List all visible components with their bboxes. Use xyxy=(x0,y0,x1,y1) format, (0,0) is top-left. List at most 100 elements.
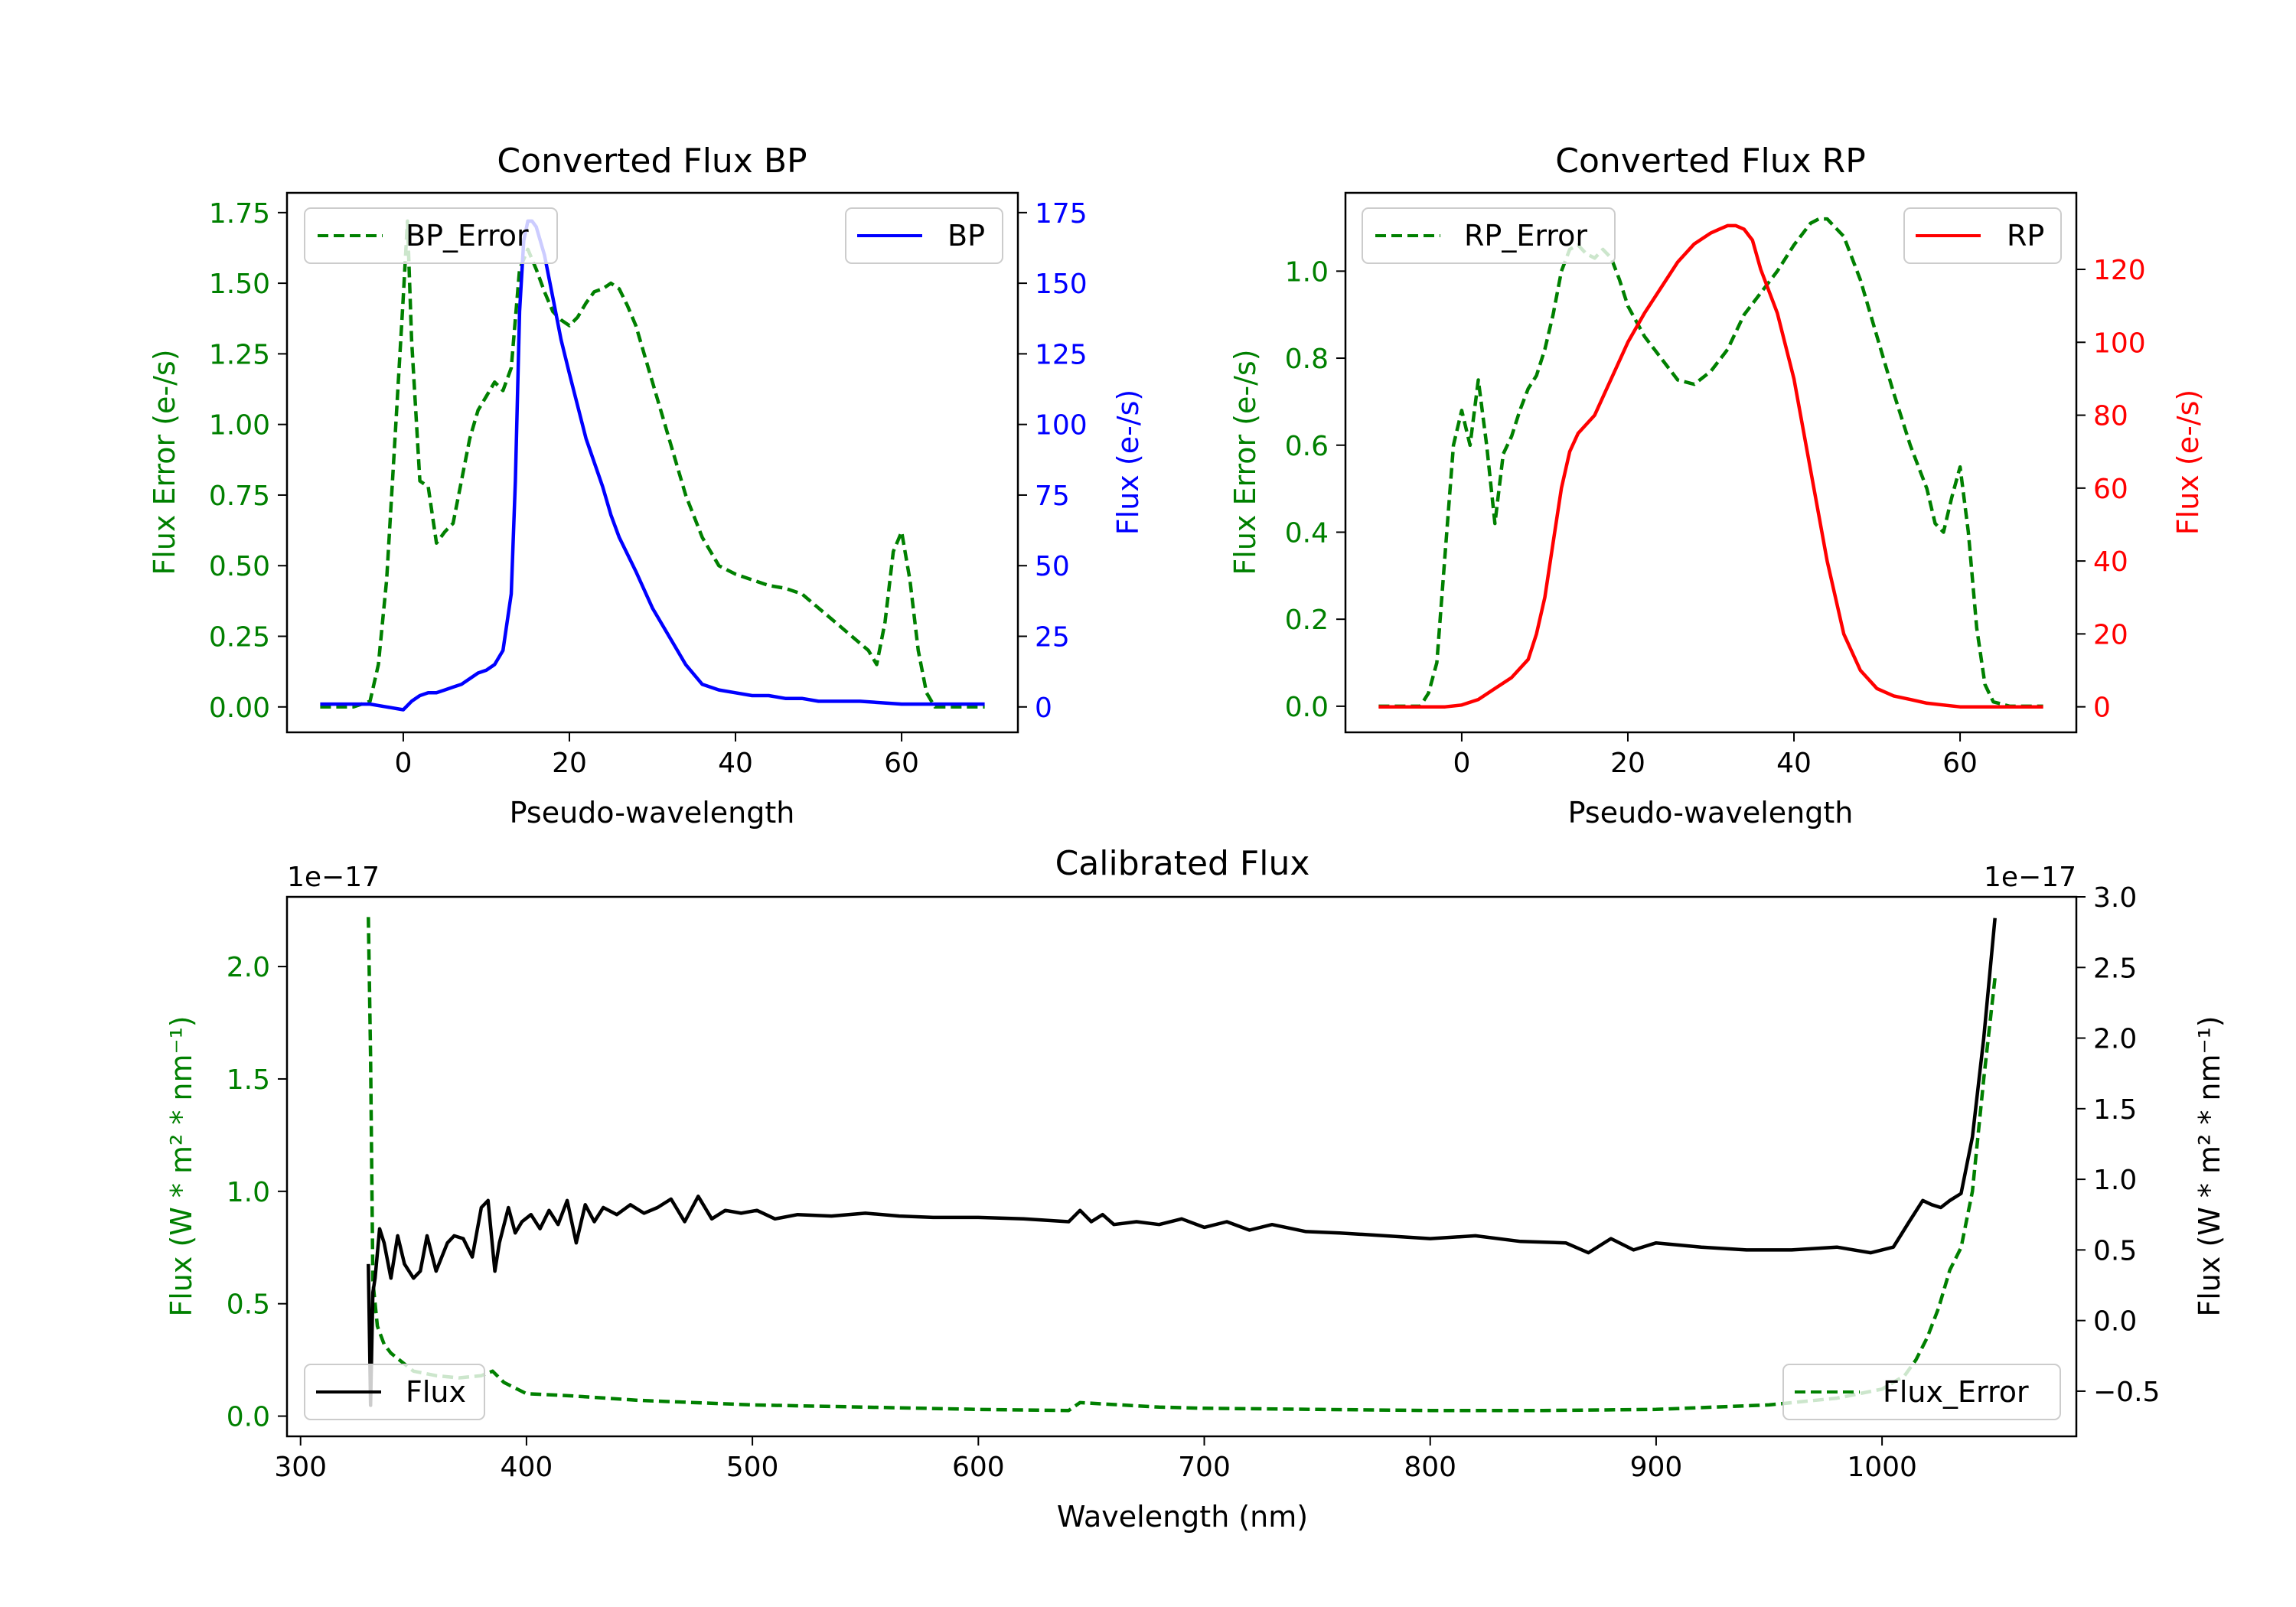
legend-left: Flux xyxy=(304,1364,485,1420)
legend-box xyxy=(1782,1364,2061,1420)
left-y-tick-label: 0.50 xyxy=(209,551,270,582)
axes-frame xyxy=(285,191,1019,734)
left-y-axis-label: Flux Error (e-/s) xyxy=(148,349,181,575)
legend-label: BP xyxy=(947,219,985,253)
x-tick-label: 60 xyxy=(1942,748,1978,779)
right-y-tick-label: 1.0 xyxy=(2093,1165,2137,1196)
axes-frame xyxy=(1344,191,2078,734)
left-y-tick-label: 1.0 xyxy=(227,1177,270,1208)
x-tick-label: 0 xyxy=(1453,748,1470,779)
axes-frame xyxy=(285,895,2078,1438)
right-y-tick-label: 3.0 xyxy=(2093,882,2137,914)
series-line-bp-error xyxy=(320,219,985,709)
plot-area xyxy=(1378,217,2043,709)
tick-layer: 0 20 40 60 0.0 0.2 0.4 0.6 0.8 1.0 0 20 40 60 80 100 120 xyxy=(1285,255,2146,779)
left-y-axis-label: Flux Error (e-/s) xyxy=(1228,349,1262,575)
legend-left: RP_Error xyxy=(1362,207,1616,264)
legend-right: BP xyxy=(845,207,1003,264)
right-y-axis-label: Flux (e-/s) xyxy=(1111,390,1145,535)
right-y-tick-label: 2.0 xyxy=(2093,1024,2137,1055)
left-y-tick-label: 0.6 xyxy=(1285,431,1329,462)
left-y-tick-label: 0.0 xyxy=(1285,692,1329,723)
left-y-tick-label: 0.4 xyxy=(1285,517,1329,549)
left-y-axis-label: Flux (W * m² * nm⁻¹) xyxy=(165,1015,198,1316)
right-y-axis-label: Flux (e-/s) xyxy=(2171,390,2205,535)
legend-label: RP_Error xyxy=(1464,219,1587,253)
series-line-rp-error xyxy=(1378,217,2043,709)
x-axis-label: Pseudo-wavelength xyxy=(510,796,795,830)
right-y-tick-label: 120 xyxy=(2093,255,2146,286)
right-y-tick-label: 0.0 xyxy=(2093,1306,2137,1338)
panel-converted-flux-rp: Converted Flux RP 0 20 40 60 0.0 0.2 0.4 0.6 0.8… xyxy=(1228,142,2205,830)
right-y-tick-label: 75 xyxy=(1035,481,1070,512)
right-y-tick-label: 60 xyxy=(2093,474,2128,505)
x-tick-label: 300 xyxy=(274,1452,327,1483)
right-y-tick-label: 100 xyxy=(1035,410,1088,442)
x-tick-label: 0 xyxy=(394,748,412,779)
left-y-tick-label: 0.0 xyxy=(227,1402,270,1433)
legend-box xyxy=(1362,207,1616,264)
chart-title: Converted Flux RP xyxy=(1555,142,1866,181)
right-y-tick-label: 150 xyxy=(1035,269,1088,300)
legend-right: RP xyxy=(1903,207,2062,264)
right-y-tick-label: 80 xyxy=(2093,401,2128,432)
left-y-tick-label: 1.00 xyxy=(209,410,270,442)
x-tick-label: 700 xyxy=(1178,1452,1231,1483)
left-y-tick-label: 1.50 xyxy=(209,269,270,300)
x-tick-label: 20 xyxy=(1610,748,1645,779)
right-y-tick-label: 20 xyxy=(2093,619,2128,650)
left-y-tick-label: 0.5 xyxy=(227,1289,270,1321)
x-axis-label: Wavelength (nm) xyxy=(1057,1500,1308,1534)
tick-layer: 300 400 500 600 700 800 900 1000 0.0 0.5 1.0 1.5 2.0… xyxy=(227,882,2161,1483)
x-tick-label: 20 xyxy=(552,748,587,779)
series-line-rp xyxy=(1378,223,2043,709)
legend-right: Flux_Error xyxy=(1782,1364,2061,1420)
x-tick-label: 900 xyxy=(1630,1452,1683,1483)
left-y-tick-label: 0.75 xyxy=(209,481,270,512)
x-axis-label: Pseudo-wavelength xyxy=(1568,796,1854,830)
x-tick-label: 40 xyxy=(718,748,753,779)
panel-calibrated-flux: Calibrated Flux 1e−17 1e−17 300 400 500 600… xyxy=(165,844,2226,1534)
x-tick-label: 400 xyxy=(501,1452,553,1483)
right-y-tick-label: 40 xyxy=(2093,546,2128,578)
right-y-tick-label: −0.5 xyxy=(2093,1377,2160,1408)
right-y-tick-label: 125 xyxy=(1035,339,1088,370)
chart-title: Converted Flux BP xyxy=(497,142,807,181)
right-y-tick-label: 50 xyxy=(1035,551,1070,582)
right-y-tick-label: 0.5 xyxy=(2093,1235,2137,1266)
series-line-flux-error xyxy=(367,917,1997,1413)
left-y-tick-label: 0.25 xyxy=(209,622,270,654)
left-y-tick-label: 1.5 xyxy=(227,1064,270,1096)
chart-title: Calibrated Flux xyxy=(1055,844,1310,883)
left-y-tick-label: 2.0 xyxy=(227,952,270,983)
right-y-tick-label: 1.5 xyxy=(2093,1094,2137,1126)
x-tick-label: 1000 xyxy=(1847,1452,1917,1483)
plot-area xyxy=(367,917,1997,1413)
right-y-axis-label: Flux (W * m² * nm⁻¹) xyxy=(2193,1015,2226,1316)
legend-label: RP xyxy=(2007,219,2044,253)
panel-converted-flux-bp: Converted Flux BP 0 20 40 60 0.00 0.25 0.50 0.7… xyxy=(148,142,1145,830)
legend-left: BP_Error xyxy=(304,207,558,264)
left-y-tick-label: 1.0 xyxy=(1285,256,1329,288)
right-y-tick-label: 175 xyxy=(1035,198,1088,230)
x-tick-label: 500 xyxy=(726,1452,779,1483)
right-y-tick-label: 0 xyxy=(1035,693,1052,724)
legend-box xyxy=(304,1364,485,1420)
left-y-tick-label: 0.8 xyxy=(1285,344,1329,375)
legend-label: Flux xyxy=(406,1375,466,1409)
plot-area xyxy=(320,219,985,712)
right-y-tick-label: 100 xyxy=(2093,328,2146,359)
legend-box xyxy=(304,207,558,264)
left-offset-text: 1e−17 xyxy=(287,862,380,893)
series-line-flux xyxy=(367,918,1997,1407)
x-tick-label: 40 xyxy=(1776,748,1812,779)
left-y-tick-label: 0.2 xyxy=(1285,605,1329,636)
left-y-tick-label: 0.00 xyxy=(209,693,270,724)
legend-box xyxy=(845,207,1003,264)
x-tick-label: 800 xyxy=(1404,1452,1456,1483)
right-offset-text: 1e−17 xyxy=(1984,862,2076,893)
right-y-tick-label: 25 xyxy=(1035,622,1070,654)
right-y-tick-label: 0 xyxy=(2093,693,2111,724)
x-tick-label: 600 xyxy=(952,1452,1005,1483)
